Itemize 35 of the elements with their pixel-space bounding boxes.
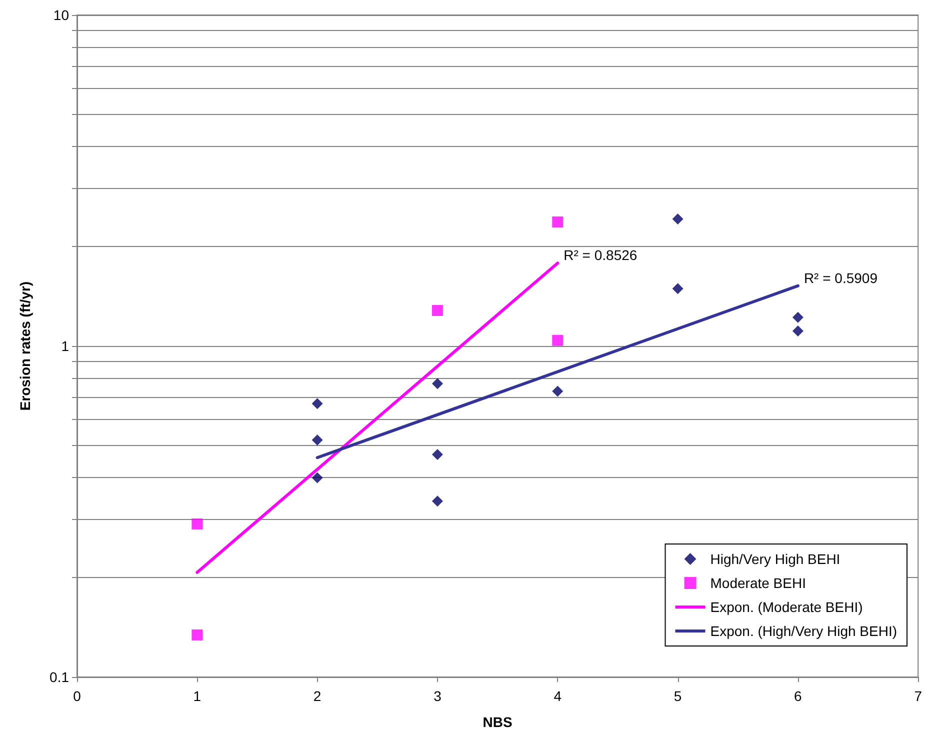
x-axis-title: NBS <box>482 714 512 730</box>
x-tick-label: 1 <box>193 688 202 704</box>
point <box>792 312 804 323</box>
x-tick-label: 0 <box>73 688 82 704</box>
point <box>432 496 443 507</box>
point <box>432 449 443 460</box>
point <box>432 378 443 390</box>
legend-label: Expon. (High/Very High BEHI) <box>710 623 898 639</box>
point <box>552 216 564 228</box>
x-tick-label: 3 <box>434 688 442 704</box>
point <box>552 386 564 397</box>
legend-label: Moderate BEHI <box>710 575 806 591</box>
point <box>192 518 203 530</box>
y-tick-label: 0.1 <box>50 669 70 685</box>
point <box>312 398 323 410</box>
point <box>552 334 564 346</box>
x-tick-label: 4 <box>554 688 562 704</box>
x-tick-label: 6 <box>794 688 802 704</box>
x-tick-label: 7 <box>914 688 922 704</box>
point <box>672 283 684 294</box>
x-tick-label: 5 <box>674 688 682 704</box>
legend-label: Expon. (Moderate BEHI) <box>710 599 863 615</box>
point <box>312 472 323 484</box>
point <box>432 305 443 316</box>
legend-label: High/Very High BEHI <box>710 551 840 567</box>
y-axis-title: Erosion rates (ft/yr) <box>17 281 33 411</box>
annotation: R² = 0.5909 <box>804 270 878 286</box>
y-tick-label: 10 <box>53 7 70 23</box>
annotation: R² = 0.8526 <box>564 247 638 264</box>
point <box>792 326 804 336</box>
point <box>192 629 203 640</box>
point <box>672 213 684 224</box>
x-tick-label: 2 <box>313 688 322 704</box>
y-tick-label: 1 <box>61 338 70 354</box>
point <box>312 434 323 446</box>
